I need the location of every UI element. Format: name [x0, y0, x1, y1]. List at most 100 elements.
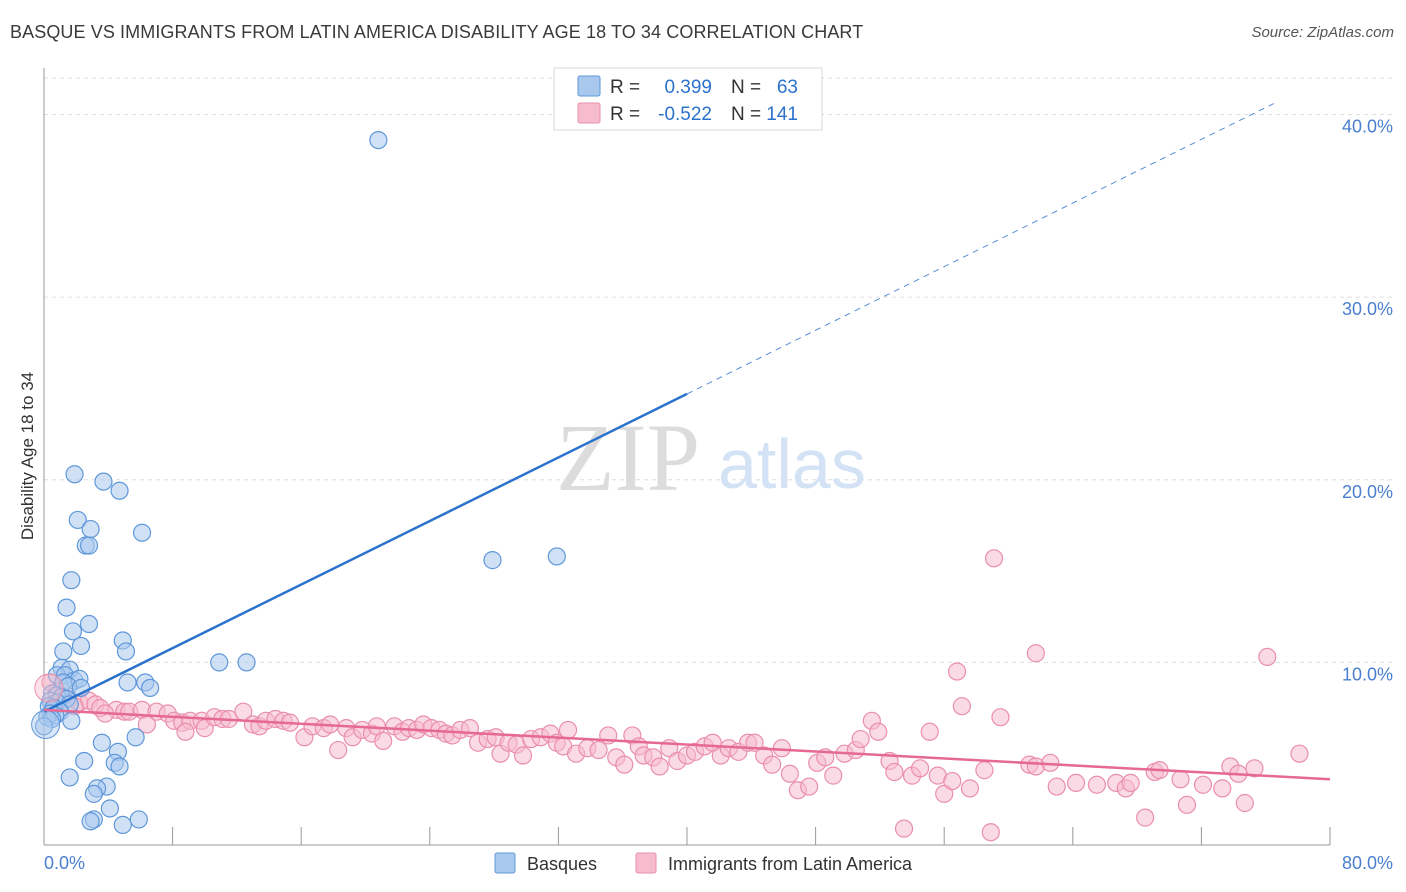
basque-point: [63, 622, 83, 641]
basque-point: [94, 472, 113, 491]
series-legend-swatch-latin: [635, 852, 657, 874]
basque-point: [118, 673, 137, 692]
latin-point: [943, 771, 962, 791]
series-legend-label-basques: Basques: [527, 854, 597, 874]
latin-point: [1258, 647, 1277, 667]
latin-point: [975, 761, 994, 780]
latin-point: [885, 762, 904, 782]
basque-point: [140, 678, 160, 698]
basque-point: [71, 636, 91, 656]
watermark-atlas-text: atlas: [718, 425, 866, 503]
latin-point: [780, 764, 799, 783]
legend-swatch-latin: [577, 102, 601, 124]
latin-point: [558, 720, 578, 740]
latin-point: [1177, 795, 1197, 814]
latin-point: [615, 755, 634, 774]
watermark-zip-text: ZIP: [556, 404, 700, 511]
basque-point: [210, 653, 229, 672]
latin-point: [824, 766, 843, 785]
basque-point: [60, 768, 79, 787]
basque-point: [110, 757, 129, 776]
latin-point: [1193, 775, 1213, 794]
x-tick-label-min: 0.0%: [44, 853, 85, 873]
latin-point: [869, 722, 888, 741]
watermark: ZIP atlas: [556, 404, 866, 511]
basque-point: [237, 653, 256, 672]
basque-point: [54, 642, 73, 661]
latin-point: [1235, 793, 1254, 813]
basque-point: [483, 551, 502, 570]
latin-point: [1136, 808, 1155, 827]
latin-point: [1026, 644, 1045, 663]
trend-layer: [43, 103, 1331, 781]
legend-n-value-2: 141: [766, 104, 798, 125]
grid-layer: [44, 77, 1395, 663]
y-tick-label: 40.0%: [1342, 117, 1393, 137]
latin-point: [910, 759, 930, 778]
latin-point: [800, 777, 819, 796]
latin-point: [650, 757, 669, 776]
latin-point: [920, 722, 939, 741]
basque-point: [369, 130, 388, 150]
latin-point: [1087, 775, 1107, 794]
basque-point: [110, 481, 129, 500]
latin-point: [1047, 777, 1066, 796]
legend-r-value-1: 0.399: [664, 77, 712, 98]
basque-point: [79, 614, 99, 634]
axis-layer: [43, 68, 1331, 846]
latin-point: [513, 746, 533, 765]
basque-point: [79, 536, 99, 555]
basque-trend-line: [43, 392, 688, 713]
latin-point: [952, 697, 971, 716]
basque-point: [132, 523, 152, 542]
basque-point: [84, 784, 103, 803]
basque-point: [75, 751, 94, 771]
latin-trend-line: [43, 708, 1331, 781]
basque-point: [92, 733, 111, 752]
basque-point: [81, 812, 100, 831]
latin-point: [960, 779, 980, 798]
latin-point: [374, 731, 393, 751]
latin-point: [1171, 770, 1190, 789]
basque-point: [547, 547, 566, 566]
y-tick-label: 20.0%: [1342, 482, 1393, 502]
basque-point: [100, 799, 120, 818]
latin-point: [981, 823, 1000, 842]
latin-point: [329, 740, 348, 760]
label-layer: 10.0% 20.0% 30.0% 40.0% 0.0% 80.0%: [44, 117, 1393, 873]
legend-r-label-1: R =: [610, 77, 640, 98]
latin-point: [1290, 744, 1309, 763]
legend-r-value-2: -0.522: [658, 104, 712, 125]
basque-point: [34, 717, 54, 736]
basque-point: [57, 598, 76, 617]
latin-point: [935, 784, 954, 803]
latin-point: [1121, 773, 1140, 793]
y-tick-label: 30.0%: [1342, 299, 1393, 319]
series-legend-swatch-basques: [494, 852, 516, 874]
basque-trend-extension: [686, 103, 1274, 395]
latin-point: [1245, 759, 1264, 778]
latin-point: [984, 549, 1004, 568]
stats-legend: R = 0.399 N = 63 R = -0.522 N = 141: [553, 67, 823, 131]
basque-point: [129, 810, 148, 829]
latin-point: [589, 740, 608, 760]
basque-point: [62, 571, 81, 590]
latin-point: [894, 819, 914, 838]
legend-r-label-2: R =: [610, 104, 640, 125]
basque-point: [68, 510, 87, 530]
legend-n-label-2: N =: [731, 104, 761, 125]
latin-point: [947, 662, 967, 681]
basque-point: [113, 815, 132, 835]
basque-point: [62, 711, 81, 730]
latin-point: [851, 729, 870, 749]
latin-point: [1066, 773, 1086, 793]
latin-point: [176, 722, 195, 741]
chart-title: BASQUE VS IMMIGRANTS FROM LATIN AMERICA …: [10, 22, 864, 42]
series-legend: Basques Immigrants from Latin America: [494, 852, 913, 874]
basque-point: [65, 465, 84, 484]
latin-point: [34, 673, 64, 703]
latin-point: [763, 755, 782, 774]
basque-point: [31, 709, 61, 739]
y-tick-label: 10.0%: [1342, 664, 1393, 684]
